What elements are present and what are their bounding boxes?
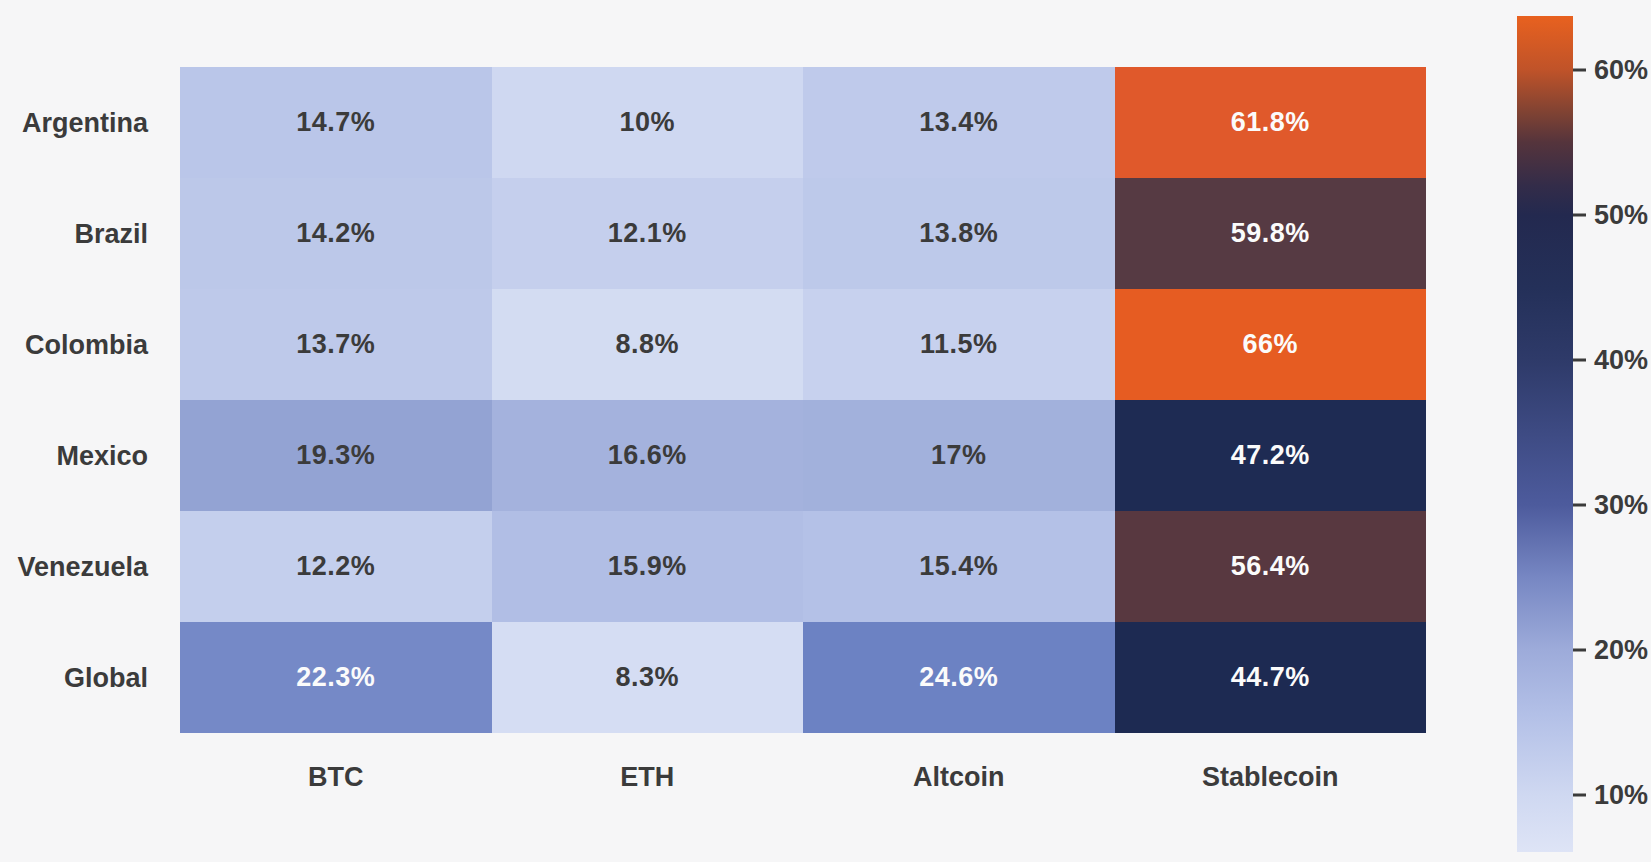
heatmap-cell-mexico-stablecoin: 47.2% — [1115, 400, 1427, 511]
heatmap-cell-mexico-btc: 19.3% — [180, 400, 492, 511]
y-axis-label-venezuela: Venezuela — [17, 551, 148, 582]
colorbar-tick-mark — [1573, 213, 1586, 216]
heatmap-cell-argentina-eth: 10% — [492, 67, 804, 178]
x-axis-label-altcoin: Altcoin — [913, 762, 1005, 793]
colorbar-gradient — [1517, 16, 1573, 852]
crypto-preference-heatmap-figure: 14.7% 10% 13.4% 61.8% 14.2% 12.1% 13.8% 59.8% 13… — [0, 0, 1651, 862]
heatmap-cell-value: 22.3% — [296, 662, 375, 693]
colorbar-tick-label-60: 60% — [1594, 54, 1648, 85]
heatmap-cell-global-btc: 22.3% — [180, 622, 492, 733]
heatmap-cell-value: 12.2% — [296, 551, 375, 582]
heatmap-cell-value: 17% — [931, 440, 987, 471]
heatmap-cell-colombia-stablecoin: 66% — [1115, 289, 1427, 400]
y-axis-label-mexico: Mexico — [56, 440, 148, 471]
heatmap-cell-brazil-altcoin: 13.8% — [803, 178, 1115, 289]
colorbar-tick-mark — [1573, 68, 1586, 71]
heatmap-grid: 14.7% 10% 13.4% 61.8% 14.2% 12.1% 13.8% 59.8% 13… — [180, 67, 1426, 733]
heatmap-cell-venezuela-stablecoin: 56.4% — [1115, 511, 1427, 622]
colorbar-tick-label-40: 40% — [1594, 344, 1648, 375]
colorbar-tick-mark — [1573, 794, 1586, 797]
heatmap-cell-global-eth: 8.3% — [492, 622, 804, 733]
heatmap-cell-value: 19.3% — [296, 440, 375, 471]
heatmap-cell-venezuela-altcoin: 15.4% — [803, 511, 1115, 622]
heatmap-cell-mexico-altcoin: 17% — [803, 400, 1115, 511]
heatmap-cell-value: 15.4% — [919, 551, 998, 582]
heatmap-cell-mexico-eth: 16.6% — [492, 400, 804, 511]
heatmap-cell-argentina-altcoin: 13.4% — [803, 67, 1115, 178]
x-axis-label-btc: BTC — [308, 762, 364, 793]
heatmap-cell-argentina-btc: 14.7% — [180, 67, 492, 178]
colorbar-tick-label-50: 50% — [1594, 199, 1648, 230]
heatmap-cell-colombia-btc: 13.7% — [180, 289, 492, 400]
heatmap-cell-value: 13.4% — [919, 107, 998, 138]
heatmap-cell-value: 12.1% — [608, 218, 687, 249]
heatmap-cell-brazil-eth: 12.1% — [492, 178, 804, 289]
heatmap-cell-value: 16.6% — [608, 440, 687, 471]
y-axis-label-argentina: Argentina — [22, 107, 148, 138]
heatmap-cell-value: 66% — [1242, 329, 1298, 360]
heatmap-cell-value: 8.8% — [615, 329, 679, 360]
colorbar-tick-label-10: 10% — [1594, 780, 1648, 811]
heatmap-cell-colombia-altcoin: 11.5% — [803, 289, 1115, 400]
heatmap-cell-brazil-btc: 14.2% — [180, 178, 492, 289]
colorbar-tick-label-30: 30% — [1594, 490, 1648, 521]
heatmap-cell-value: 13.8% — [919, 218, 998, 249]
heatmap-cell-venezuela-eth: 15.9% — [492, 511, 804, 622]
heatmap-cell-value: 8.3% — [615, 662, 679, 693]
heatmap-cell-colombia-eth: 8.8% — [492, 289, 804, 400]
heatmap-cell-venezuela-btc: 12.2% — [180, 511, 492, 622]
colorbar-tick-mark — [1573, 649, 1586, 652]
y-axis-labels: Argentina Brazil Colombia Mexico Venezuela Gl… — [0, 0, 148, 862]
colorbar-tick-label-20: 20% — [1594, 635, 1648, 666]
heatmap-cell-global-altcoin: 24.6% — [803, 622, 1115, 733]
y-axis-label-brazil: Brazil — [74, 218, 148, 249]
heatmap-cell-global-stablecoin: 44.7% — [1115, 622, 1427, 733]
x-axis-label-stablecoin: Stablecoin — [1202, 762, 1339, 793]
heatmap-cell-value: 15.9% — [608, 551, 687, 582]
y-axis-label-colombia: Colombia — [25, 329, 148, 360]
heatmap-cell-value: 13.7% — [296, 329, 375, 360]
heatmap-cell-value: 44.7% — [1231, 662, 1310, 693]
colorbar-tick-mark — [1573, 504, 1586, 507]
x-axis-label-eth: ETH — [620, 762, 674, 793]
heatmap-cell-value: 24.6% — [919, 662, 998, 693]
colorbar-tick-mark — [1573, 358, 1586, 361]
heatmap-cell-value: 14.7% — [296, 107, 375, 138]
heatmap-cell-value: 61.8% — [1231, 107, 1310, 138]
heatmap-cell-brazil-stablecoin: 59.8% — [1115, 178, 1427, 289]
heatmap-cell-value: 11.5% — [920, 329, 998, 360]
heatmap-cell-value: 56.4% — [1231, 551, 1310, 582]
heatmap-cell-argentina-stablecoin: 61.8% — [1115, 67, 1427, 178]
heatmap-cell-value: 10% — [619, 107, 675, 138]
y-axis-label-global: Global — [64, 662, 148, 693]
heatmap-cell-value: 47.2% — [1231, 440, 1310, 471]
heatmap-cell-value: 59.8% — [1231, 218, 1310, 249]
heatmap-cell-value: 14.2% — [296, 218, 375, 249]
